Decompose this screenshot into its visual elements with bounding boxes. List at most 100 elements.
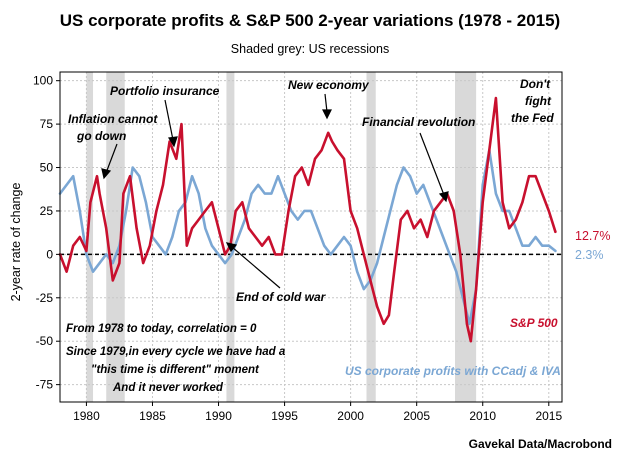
y-tick-label: 50: [40, 161, 54, 175]
arrow-cold-war-head: [225, 242, 238, 253]
sp500-point: [204, 210, 207, 212]
sp500-point: [362, 253, 365, 256]
y-axis-label: 2-year rate of change: [9, 183, 23, 302]
sp500-point: [528, 175, 530, 178]
profits-point: [362, 288, 365, 291]
sp500-point: [217, 227, 220, 230]
sp500-point: [426, 236, 429, 238]
source-note: Gavekal Data/Macrobond: [469, 437, 612, 451]
sp500-point: [287, 210, 290, 212]
profits-point: [356, 270, 359, 273]
sp500-point: [294, 175, 297, 178]
profits-point: [204, 227, 207, 230]
sp500-point: [465, 322, 468, 325]
annotation-cycle-line1: Since 1979,in every cycle we have had a: [66, 346, 286, 358]
profits-point: [541, 244, 544, 247]
sp500-point: [274, 253, 277, 256]
annotation-fed-line2: fight: [525, 94, 552, 108]
x-tick-label: 2005: [403, 409, 430, 423]
sp500-point: [175, 157, 178, 160]
profits-point: [329, 253, 332, 256]
sp500-point: [300, 166, 303, 169]
profits-point: [343, 236, 345, 238]
sp500-point: [369, 279, 372, 282]
recession-band: [106, 72, 125, 402]
sp500-point: [488, 149, 491, 152]
profits-point: [310, 210, 312, 212]
sp500-point: [98, 192, 101, 195]
sp500-point: [135, 227, 138, 230]
sp500-point: [78, 236, 81, 238]
sp500-point: [129, 175, 131, 178]
profits-point: [514, 227, 517, 230]
profits-point: [237, 236, 240, 238]
sp500-point: [419, 218, 422, 221]
annotation-fed-line3: the Fed: [511, 111, 554, 125]
profits-point: [171, 236, 174, 238]
profits-point: [296, 218, 299, 221]
profits-point: [508, 210, 511, 212]
x-tick-label: 1990: [205, 409, 232, 423]
y-tick-label: -25: [36, 291, 54, 305]
sp500-point: [162, 183, 164, 186]
profits-point: [131, 166, 134, 169]
sp500-point: [547, 210, 550, 212]
arrow-financial-head: [438, 191, 449, 203]
legend-sp500: S&P 500: [510, 316, 558, 330]
profits-point: [428, 201, 431, 204]
sp500-point: [197, 218, 200, 221]
profits-point: [554, 249, 557, 252]
sp500-point: [343, 157, 345, 160]
annotation-arrows: [101, 93, 449, 289]
chart-title: US corporate profits & S&P 500 2-year va…: [60, 11, 560, 30]
sp500-point: [96, 175, 98, 178]
profits-point: [211, 244, 213, 247]
sp500-point: [111, 279, 114, 282]
profits-point: [125, 210, 127, 212]
sp500-point: [168, 140, 171, 143]
series-sp500-line: [58, 96, 557, 343]
profits-point: [468, 322, 471, 325]
sp500-point: [118, 262, 121, 264]
sp500-point: [211, 201, 213, 204]
sp500-point: [336, 149, 339, 152]
annotation-fed-line1: Don't: [520, 77, 551, 91]
y-tick-label: 75: [40, 117, 54, 131]
profits-point: [547, 244, 550, 247]
y-tick-label: -75: [36, 378, 54, 392]
sp500-point: [534, 175, 537, 178]
sp500-point: [72, 244, 75, 247]
sp500-point: [261, 244, 264, 247]
profits-point: [224, 262, 227, 264]
profits-point: [395, 183, 398, 186]
profits-point: [85, 253, 88, 256]
sp500-point: [459, 253, 462, 256]
profits-point: [72, 175, 75, 178]
annotation-inflation-line2: go down: [76, 129, 126, 143]
end-value-sp500: 12.7%: [575, 229, 610, 243]
sp500-point: [356, 227, 359, 230]
sp500-point: [475, 288, 478, 291]
profits-point: [435, 218, 438, 221]
sp500-point: [307, 183, 310, 186]
annotation-cold-war: End of cold war: [236, 290, 327, 304]
sp500-point: [399, 218, 402, 221]
profits-point: [336, 244, 339, 247]
profits-point: [257, 183, 260, 186]
profits-point: [158, 244, 160, 247]
annotation-cycle-line2: "this time is different" moment: [91, 364, 260, 376]
profits-point: [197, 192, 200, 195]
sp500-point: [105, 227, 108, 230]
sp500-point: [148, 244, 151, 247]
sp500-point: [224, 253, 227, 256]
sp500-point: [439, 201, 442, 204]
sp500-point: [495, 97, 497, 99]
series-profits-line: [58, 148, 557, 326]
profits-point: [303, 210, 306, 212]
sp500-point: [248, 227, 250, 230]
sp500-point: [241, 201, 244, 204]
sp500-point: [142, 262, 145, 264]
profits-point: [98, 262, 101, 264]
profits-point: [138, 175, 141, 178]
